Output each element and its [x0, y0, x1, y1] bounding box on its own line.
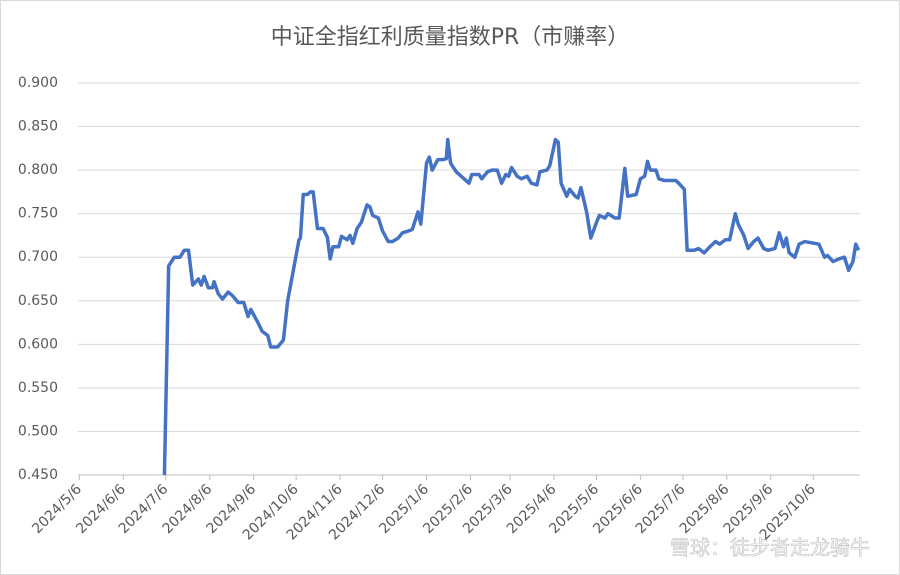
y-tick-label: 0.900 — [18, 75, 58, 91]
y-tick-label: 0.700 — [18, 249, 58, 265]
chart-title: 中证全指红利质量指数PR（市赚率） — [271, 25, 630, 50]
watermark: 雪球：徒步者走龙骑牛 — [670, 536, 870, 560]
y-tick-label: 0.650 — [18, 293, 58, 309]
y-tick-label: 0.600 — [18, 336, 58, 352]
data-line — [162, 137, 861, 476]
y-tick-label: 0.850 — [18, 119, 58, 135]
y-tick-label: 0.800 — [18, 162, 58, 178]
y-tick-label: 0.550 — [18, 380, 58, 396]
y-tick-label: 0.500 — [18, 423, 58, 439]
y-tick-label: 0.450 — [18, 467, 58, 483]
y-tick-label: 0.750 — [18, 206, 58, 222]
